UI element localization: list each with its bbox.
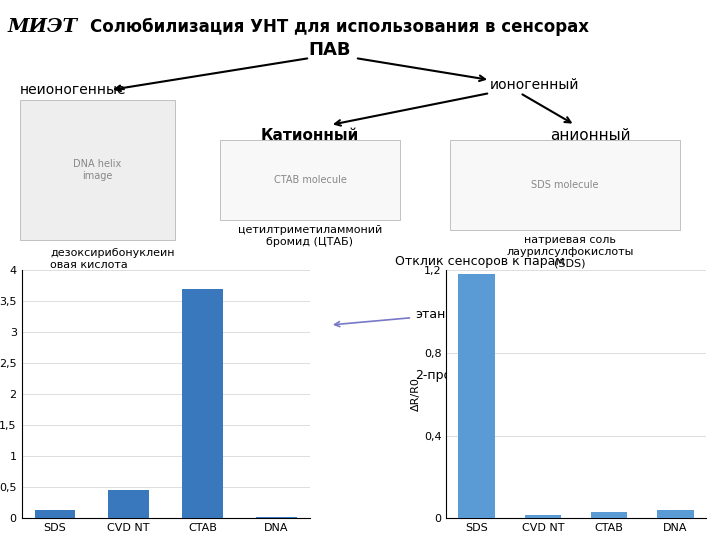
Bar (525, 515, 561, 518)
Text: ионогенный: ионогенный (490, 78, 580, 92)
Text: ПАВ: ПАВ (309, 41, 351, 59)
Text: этанола: этанола (335, 308, 469, 327)
Text: 2-пропанола: 2-пропанола (415, 368, 499, 381)
FancyBboxPatch shape (220, 140, 400, 220)
Y-axis label: ΔR/R0: ΔR/R0 (411, 377, 421, 411)
Bar (182, 288, 222, 518)
Bar (109, 490, 149, 518)
Bar (591, 512, 627, 518)
Text: натриевая соль
лаурилсулфокислоты
(SDS): натриевая соль лаурилсулфокислоты (SDS) (506, 235, 634, 268)
FancyBboxPatch shape (20, 100, 175, 240)
Text: Отклик сенсоров к парам: Отклик сенсоров к парам (395, 255, 565, 268)
Text: CTAB molecule: CTAB molecule (274, 175, 346, 185)
Text: МИЭТ: МИЭТ (8, 18, 78, 36)
Text: Солюбилизация УНТ для использования в сенсорах: Солюбилизация УНТ для использования в се… (90, 18, 589, 36)
Text: анионный: анионный (550, 127, 630, 143)
Text: дезоксирибонуклеин
овая кислота: дезоксирибонуклеин овая кислота (50, 248, 174, 269)
FancyBboxPatch shape (450, 140, 680, 230)
Bar (458, 274, 495, 518)
Text: неионогенные: неионогенные (20, 83, 127, 97)
Bar (35, 510, 76, 518)
Text: Катионный: Катионный (261, 127, 359, 143)
Text: цетилтриметиламмоний
бромид (ЦТАБ): цетилтриметиламмоний бромид (ЦТАБ) (238, 225, 382, 247)
Bar (657, 510, 694, 518)
Text: SDS molecule: SDS molecule (531, 180, 599, 190)
Bar (256, 517, 297, 518)
Text: DNA helix
image: DNA helix image (73, 159, 121, 181)
